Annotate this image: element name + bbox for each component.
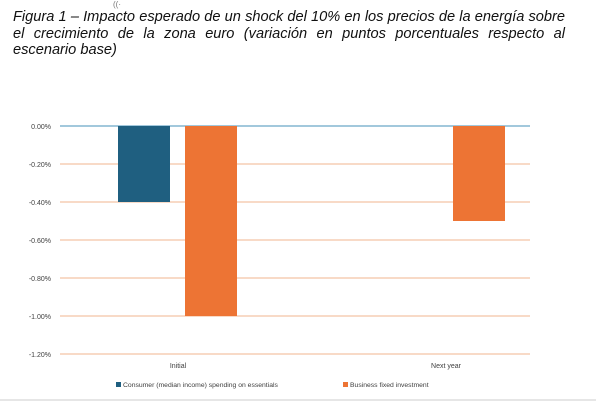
wifi-icon: ((·: [113, 0, 121, 9]
y-tick-label: -1.20%: [29, 352, 51, 359]
x-category-label: Next year: [431, 363, 462, 370]
bottom-divider: [0, 399, 596, 401]
bar-business-1: [453, 126, 505, 221]
figure-caption: Figura 1 – Impacto esperado de un shock …: [13, 9, 565, 59]
legend-swatch: [343, 382, 348, 387]
legend-label: Business fixed investment: [350, 382, 429, 389]
bar-business-0: [185, 126, 237, 316]
y-tick-label: -0.60%: [29, 238, 51, 245]
legend-label: Consumer (median income) spending on ess…: [123, 382, 278, 389]
y-tick-label: -0.40%: [29, 200, 51, 207]
x-category-label: Initial: [170, 363, 187, 370]
legend-swatch: [116, 382, 121, 387]
y-tick-label: -0.80%: [29, 276, 51, 283]
y-tick-label: -1.00%: [29, 314, 51, 321]
y-tick-label: 0.00%: [31, 124, 51, 131]
y-tick-label: -0.20%: [29, 162, 51, 169]
bar-consumer-0: [118, 126, 170, 202]
